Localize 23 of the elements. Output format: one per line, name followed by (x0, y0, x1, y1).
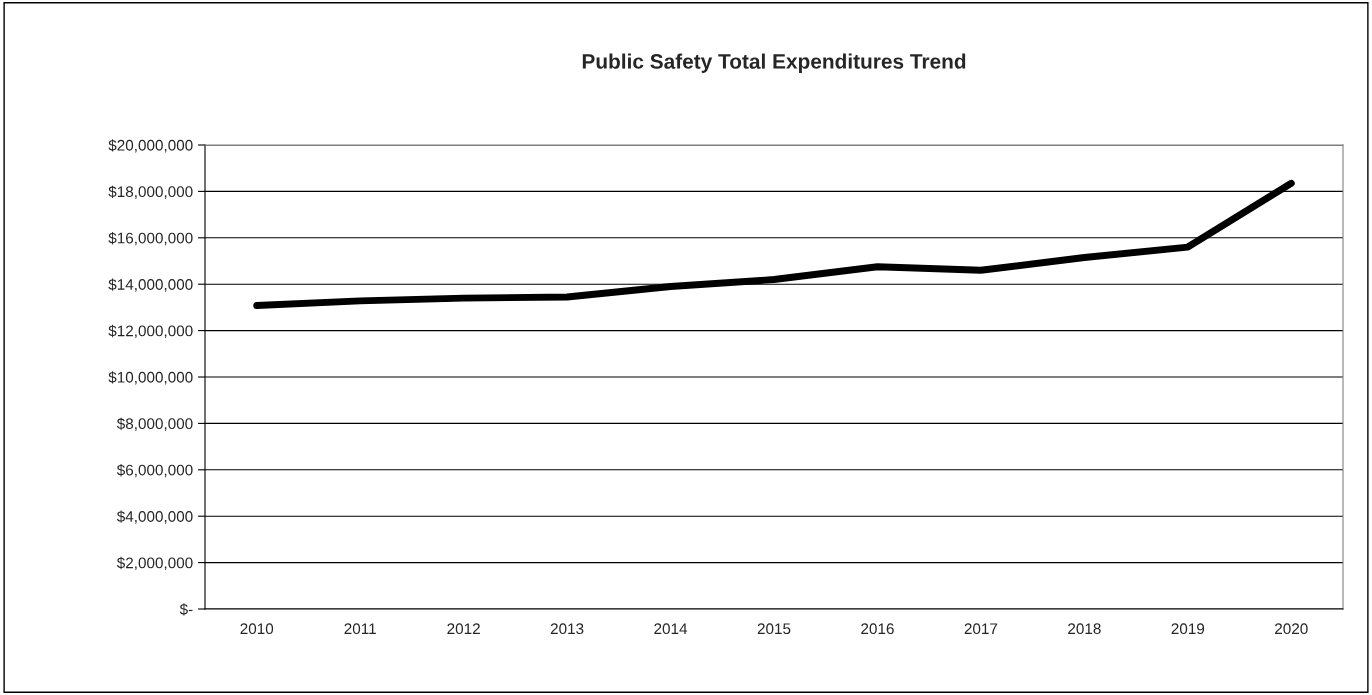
y-tick-label: $20,000,000 (108, 139, 193, 153)
y-tick-label: $6,000,000 (116, 464, 193, 478)
x-tick-label: 2017 (964, 623, 998, 635)
y-tick-label: $14,000,000 (108, 278, 193, 292)
y-tick-label: $12,000,000 (108, 324, 193, 339)
x-tick-label: 2018 (1068, 623, 1101, 635)
x-tick-label: 2013 (550, 623, 584, 635)
y-tick-label: $- (179, 603, 193, 616)
x-tick-label: 2012 (447, 623, 480, 635)
x-tick-label: 2016 (861, 623, 894, 635)
x-tick-label: 2015 (757, 623, 791, 635)
y-tick-label: $16,000,000 (108, 232, 193, 246)
x-tick-label: 2011 (344, 623, 376, 635)
x-tick-label: 2020 (1275, 623, 1308, 635)
y-tick-label: $8,000,000 (116, 417, 193, 431)
x-tick-label: 2010 (240, 623, 274, 635)
y-tick-label: $10,000,000 (108, 371, 193, 385)
chart-title: Public Safety Total Expenditures Trend (582, 53, 966, 73)
y-tick-label: $4,000,000 (116, 510, 193, 524)
y-tick-label: $18,000,000 (108, 185, 193, 199)
x-tick-label: 2019 (1171, 623, 1205, 635)
x-tick-label: 2014 (654, 623, 688, 635)
y-tick-label: $2,000,000 (116, 556, 193, 571)
